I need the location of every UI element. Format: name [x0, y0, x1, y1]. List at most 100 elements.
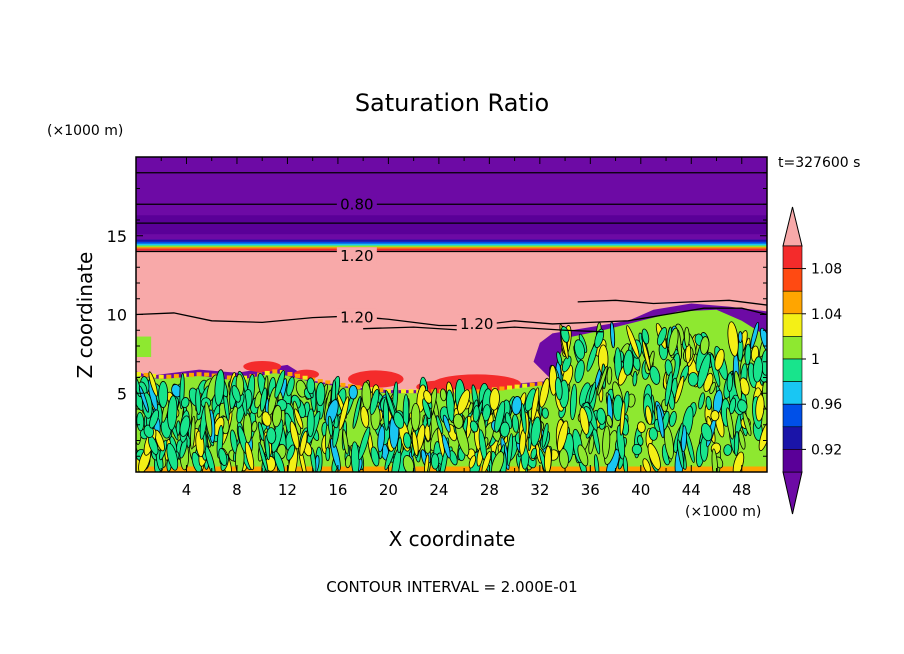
fringe-cell	[529, 382, 535, 387]
turbulence-cell	[619, 401, 626, 436]
turbulence-cell	[383, 398, 390, 431]
fringe-cell	[166, 374, 172, 379]
turbulence-cell	[723, 444, 733, 456]
supersaturated-region	[136, 250, 767, 391]
turbulence-cell	[733, 431, 740, 456]
turbulence-cell	[574, 359, 585, 384]
colorbar-label: 0.92	[811, 442, 842, 458]
turbulence-cell	[204, 401, 213, 438]
fringe-cell	[136, 371, 141, 376]
turbulence-cell	[469, 420, 479, 433]
fringe-cell	[499, 386, 505, 391]
fringe-cell	[476, 389, 482, 394]
turbulence-cell	[732, 451, 745, 472]
turbulence-cell	[358, 426, 371, 461]
colorbar-label: 1	[811, 352, 820, 368]
colorbar-bin	[782, 358, 803, 382]
turbulence-cell	[530, 387, 540, 422]
transition-band	[136, 248, 767, 251]
fringe-cell	[143, 372, 149, 377]
turbulence-cell	[158, 380, 169, 409]
colorbar-bin	[782, 426, 803, 450]
turbulence-cell	[684, 326, 690, 348]
hotspot	[348, 370, 404, 388]
turbulence-cell	[637, 421, 646, 433]
turbulence-cell	[554, 377, 563, 401]
turbulence-cell	[616, 425, 626, 460]
turbulence-cell	[179, 415, 191, 437]
colorbar-label: 1.08	[811, 262, 842, 278]
x-tick-label: 4	[182, 481, 192, 499]
colorbar-bin	[782, 403, 803, 428]
turbulence-cell	[294, 408, 304, 430]
colorbar-bin	[782, 449, 803, 473]
x-tick-label: 44	[682, 481, 701, 499]
turbulence-cell	[499, 421, 510, 438]
turbulence-cell	[669, 410, 677, 427]
turbulence-cell	[556, 351, 563, 366]
turbulence-cell	[699, 336, 710, 355]
turbulence-cell	[287, 448, 298, 472]
turbulence-cell	[668, 327, 679, 356]
colorbar-bin	[782, 268, 803, 292]
y-unit-label: (×1000 m)	[47, 123, 123, 139]
fringe-cell	[272, 369, 278, 374]
plot-area: 0.80 1.20 1.20 1.20	[136, 157, 767, 472]
fringe-cell	[264, 370, 270, 375]
turbulence-cell	[726, 407, 734, 440]
turbulence-cell	[539, 377, 550, 408]
turbulence-cell	[494, 401, 506, 433]
turbulence-cell	[449, 450, 458, 466]
turbulence-cell	[306, 408, 315, 438]
colorbar-bottom-arrow	[782, 471, 803, 515]
turbulence-cell	[530, 447, 538, 460]
fringe-cell	[408, 389, 414, 394]
transition-band	[136, 241, 767, 244]
turbulence-cell	[342, 429, 349, 455]
turbulence-cell	[468, 402, 474, 415]
contour-label: 1.20	[340, 309, 373, 327]
turbulence-cell	[167, 395, 178, 431]
turbulence-cell	[642, 340, 651, 371]
turbulence-cell	[299, 430, 308, 456]
turbulence-cell	[411, 430, 419, 456]
turbulence-cell	[166, 442, 179, 471]
turbulence-cell	[664, 371, 673, 407]
colorbar: 1.08 1.04 1 0.96 0.92	[782, 206, 842, 515]
turbulence-cell	[306, 377, 316, 395]
turbulence-cell	[424, 454, 430, 472]
turbulence-cell	[423, 390, 433, 404]
turbulence-cell	[397, 437, 402, 454]
turbulence-cell	[489, 387, 500, 411]
turbulence-cell	[149, 409, 160, 429]
turbulence-cell	[377, 425, 385, 453]
turbulence-cell	[676, 439, 685, 469]
turbulence-cell	[261, 411, 272, 427]
turbulence-cell	[154, 429, 165, 452]
turbulence-cell	[649, 365, 661, 385]
turbulence-cell	[759, 327, 767, 355]
turbulence-cell	[648, 427, 658, 441]
turbulence-cell	[315, 382, 326, 407]
turbulence-cell	[272, 405, 282, 428]
turbulence-cell	[244, 441, 255, 471]
colorbar-label: 0.96	[811, 397, 842, 413]
turbulence-cell	[441, 434, 451, 459]
transition-band	[136, 239, 767, 242]
fringe-cell	[507, 385, 513, 390]
turbulence-cell	[631, 443, 643, 456]
turbulence-cell	[257, 421, 265, 441]
turbulence-cell	[286, 376, 295, 397]
turbulence-cell	[138, 385, 149, 413]
colorbar-label: 1.04	[811, 307, 842, 323]
contour-label: 0.80	[340, 195, 373, 213]
fringe-cell	[401, 389, 407, 394]
fringe-cell	[295, 373, 301, 378]
x-tick-label: 48	[732, 481, 751, 499]
transition-band	[136, 245, 767, 248]
turbulence-cell	[701, 422, 713, 442]
turbulence-cell	[728, 397, 737, 415]
x-tick-label: 12	[278, 481, 297, 499]
turbulence-cell	[752, 356, 763, 383]
